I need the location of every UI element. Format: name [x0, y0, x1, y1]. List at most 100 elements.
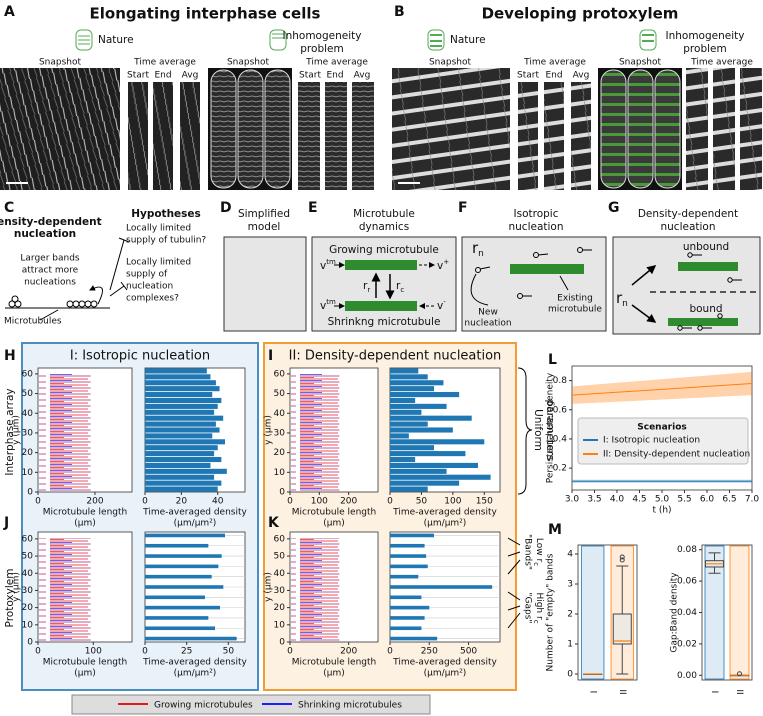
microtubule-texture — [291, 374, 340, 491]
label: Nature — [98, 34, 134, 46]
bar — [145, 403, 218, 409]
bar — [390, 533, 434, 538]
x-axis-label: Microtubule length — [292, 508, 376, 518]
label: "Bands" — [523, 534, 533, 570]
y-tick-label: 50 — [22, 389, 34, 399]
label: n — [478, 249, 484, 259]
bar — [390, 403, 447, 409]
x-axis-label: Time-averaged density — [392, 658, 497, 668]
label: r — [363, 280, 368, 292]
label: vtm — [320, 258, 336, 272]
label: Avg — [182, 71, 199, 81]
label: nucleation — [14, 228, 76, 240]
shape — [517, 367, 533, 495]
legend-label: I: Isotropic nucleation — [603, 436, 700, 446]
shape — [612, 236, 761, 335]
x-tick-label: 100 — [85, 647, 102, 657]
bar — [390, 433, 409, 439]
shape — [90, 300, 98, 308]
label: Protoxylem — [4, 569, 16, 628]
y-tick-label: 1 — [567, 640, 573, 650]
shape — [120, 281, 128, 291]
label: problem — [683, 43, 726, 55]
shape — [668, 318, 738, 326]
label: A — [4, 4, 15, 20]
label: nucleation — [464, 319, 511, 329]
label: High rc — [532, 592, 545, 623]
label: II: Density-dependent nucleation — [289, 349, 502, 364]
shape — [78, 300, 86, 308]
category-label: I — [709, 691, 719, 694]
x-tick-label: 6.5 — [722, 495, 736, 505]
label: vtm — [320, 298, 336, 312]
x-tick-label: 50 — [416, 497, 428, 507]
bar — [145, 427, 220, 433]
y-tick-label: 0 — [279, 488, 285, 498]
bar — [390, 397, 416, 404]
shape — [11, 295, 19, 303]
label: supply of — [126, 270, 168, 280]
x-axis-label: Microtubule length — [43, 508, 127, 518]
y-tick-label: 60 — [274, 534, 286, 544]
bar — [145, 636, 237, 641]
y-tick-label: 40 — [22, 569, 34, 579]
bar — [390, 636, 438, 641]
bar — [145, 380, 216, 386]
y-tick-label: 60 — [22, 534, 34, 544]
shape — [66, 300, 74, 308]
x-tick-label: 250 — [421, 647, 438, 657]
label: G — [608, 200, 620, 216]
shape — [678, 262, 738, 271]
y-axis-label: Number of "empty" bands — [546, 553, 556, 671]
bar — [145, 374, 211, 380]
bar — [390, 564, 428, 569]
bar — [390, 543, 425, 548]
microtubule-texture — [39, 538, 91, 641]
shape — [0, 68, 120, 190]
x-tick-label: 200 — [86, 497, 103, 507]
y-tick-label: 0.08 — [677, 545, 697, 555]
label: bound — [689, 303, 722, 315]
shape — [475, 267, 481, 273]
bar — [390, 456, 416, 463]
legend-title: Scenarios — [637, 423, 686, 433]
label: problem — [300, 43, 343, 55]
y-axis-label: y (μm) — [12, 572, 22, 602]
label: Avg — [354, 71, 371, 81]
label: nucleation — [660, 221, 715, 233]
x-tick-label: 0 — [35, 497, 41, 507]
shape — [470, 247, 592, 306]
x-axis-label: (μm) — [74, 519, 96, 529]
legend-label: II: Density-dependent nucleation — [603, 450, 750, 460]
x-tick-label: 0 — [387, 647, 393, 657]
outlier — [619, 554, 625, 560]
bar — [390, 421, 428, 427]
x-tick-label: 0 — [387, 497, 393, 507]
x-tick-label: 500 — [460, 647, 477, 657]
label: Snapshot — [39, 58, 82, 68]
bar — [145, 433, 213, 439]
shape — [631, 265, 657, 286]
bar — [145, 451, 215, 457]
shape — [507, 591, 521, 629]
shape — [352, 82, 374, 190]
shape — [153, 82, 173, 190]
x-axis-label: (μm) — [74, 669, 96, 679]
bar — [145, 605, 220, 610]
bar — [390, 574, 419, 579]
bar — [390, 415, 472, 421]
label: v — [320, 260, 326, 272]
y-tick-label: 0 — [27, 638, 33, 648]
shape — [654, 69, 681, 189]
x-tick-label: 40 — [212, 497, 224, 507]
shape — [571, 82, 591, 190]
label: Growing microtubule — [329, 244, 439, 256]
label: rc — [396, 280, 404, 294]
category-label: I — [587, 691, 597, 694]
bar — [145, 616, 209, 620]
label: supply of tubulin? — [126, 236, 206, 246]
y-axis-label: Gap:Band density — [670, 572, 680, 653]
shape — [14, 300, 22, 308]
label: v — [320, 300, 326, 312]
label: Density-dependent — [0, 216, 102, 228]
